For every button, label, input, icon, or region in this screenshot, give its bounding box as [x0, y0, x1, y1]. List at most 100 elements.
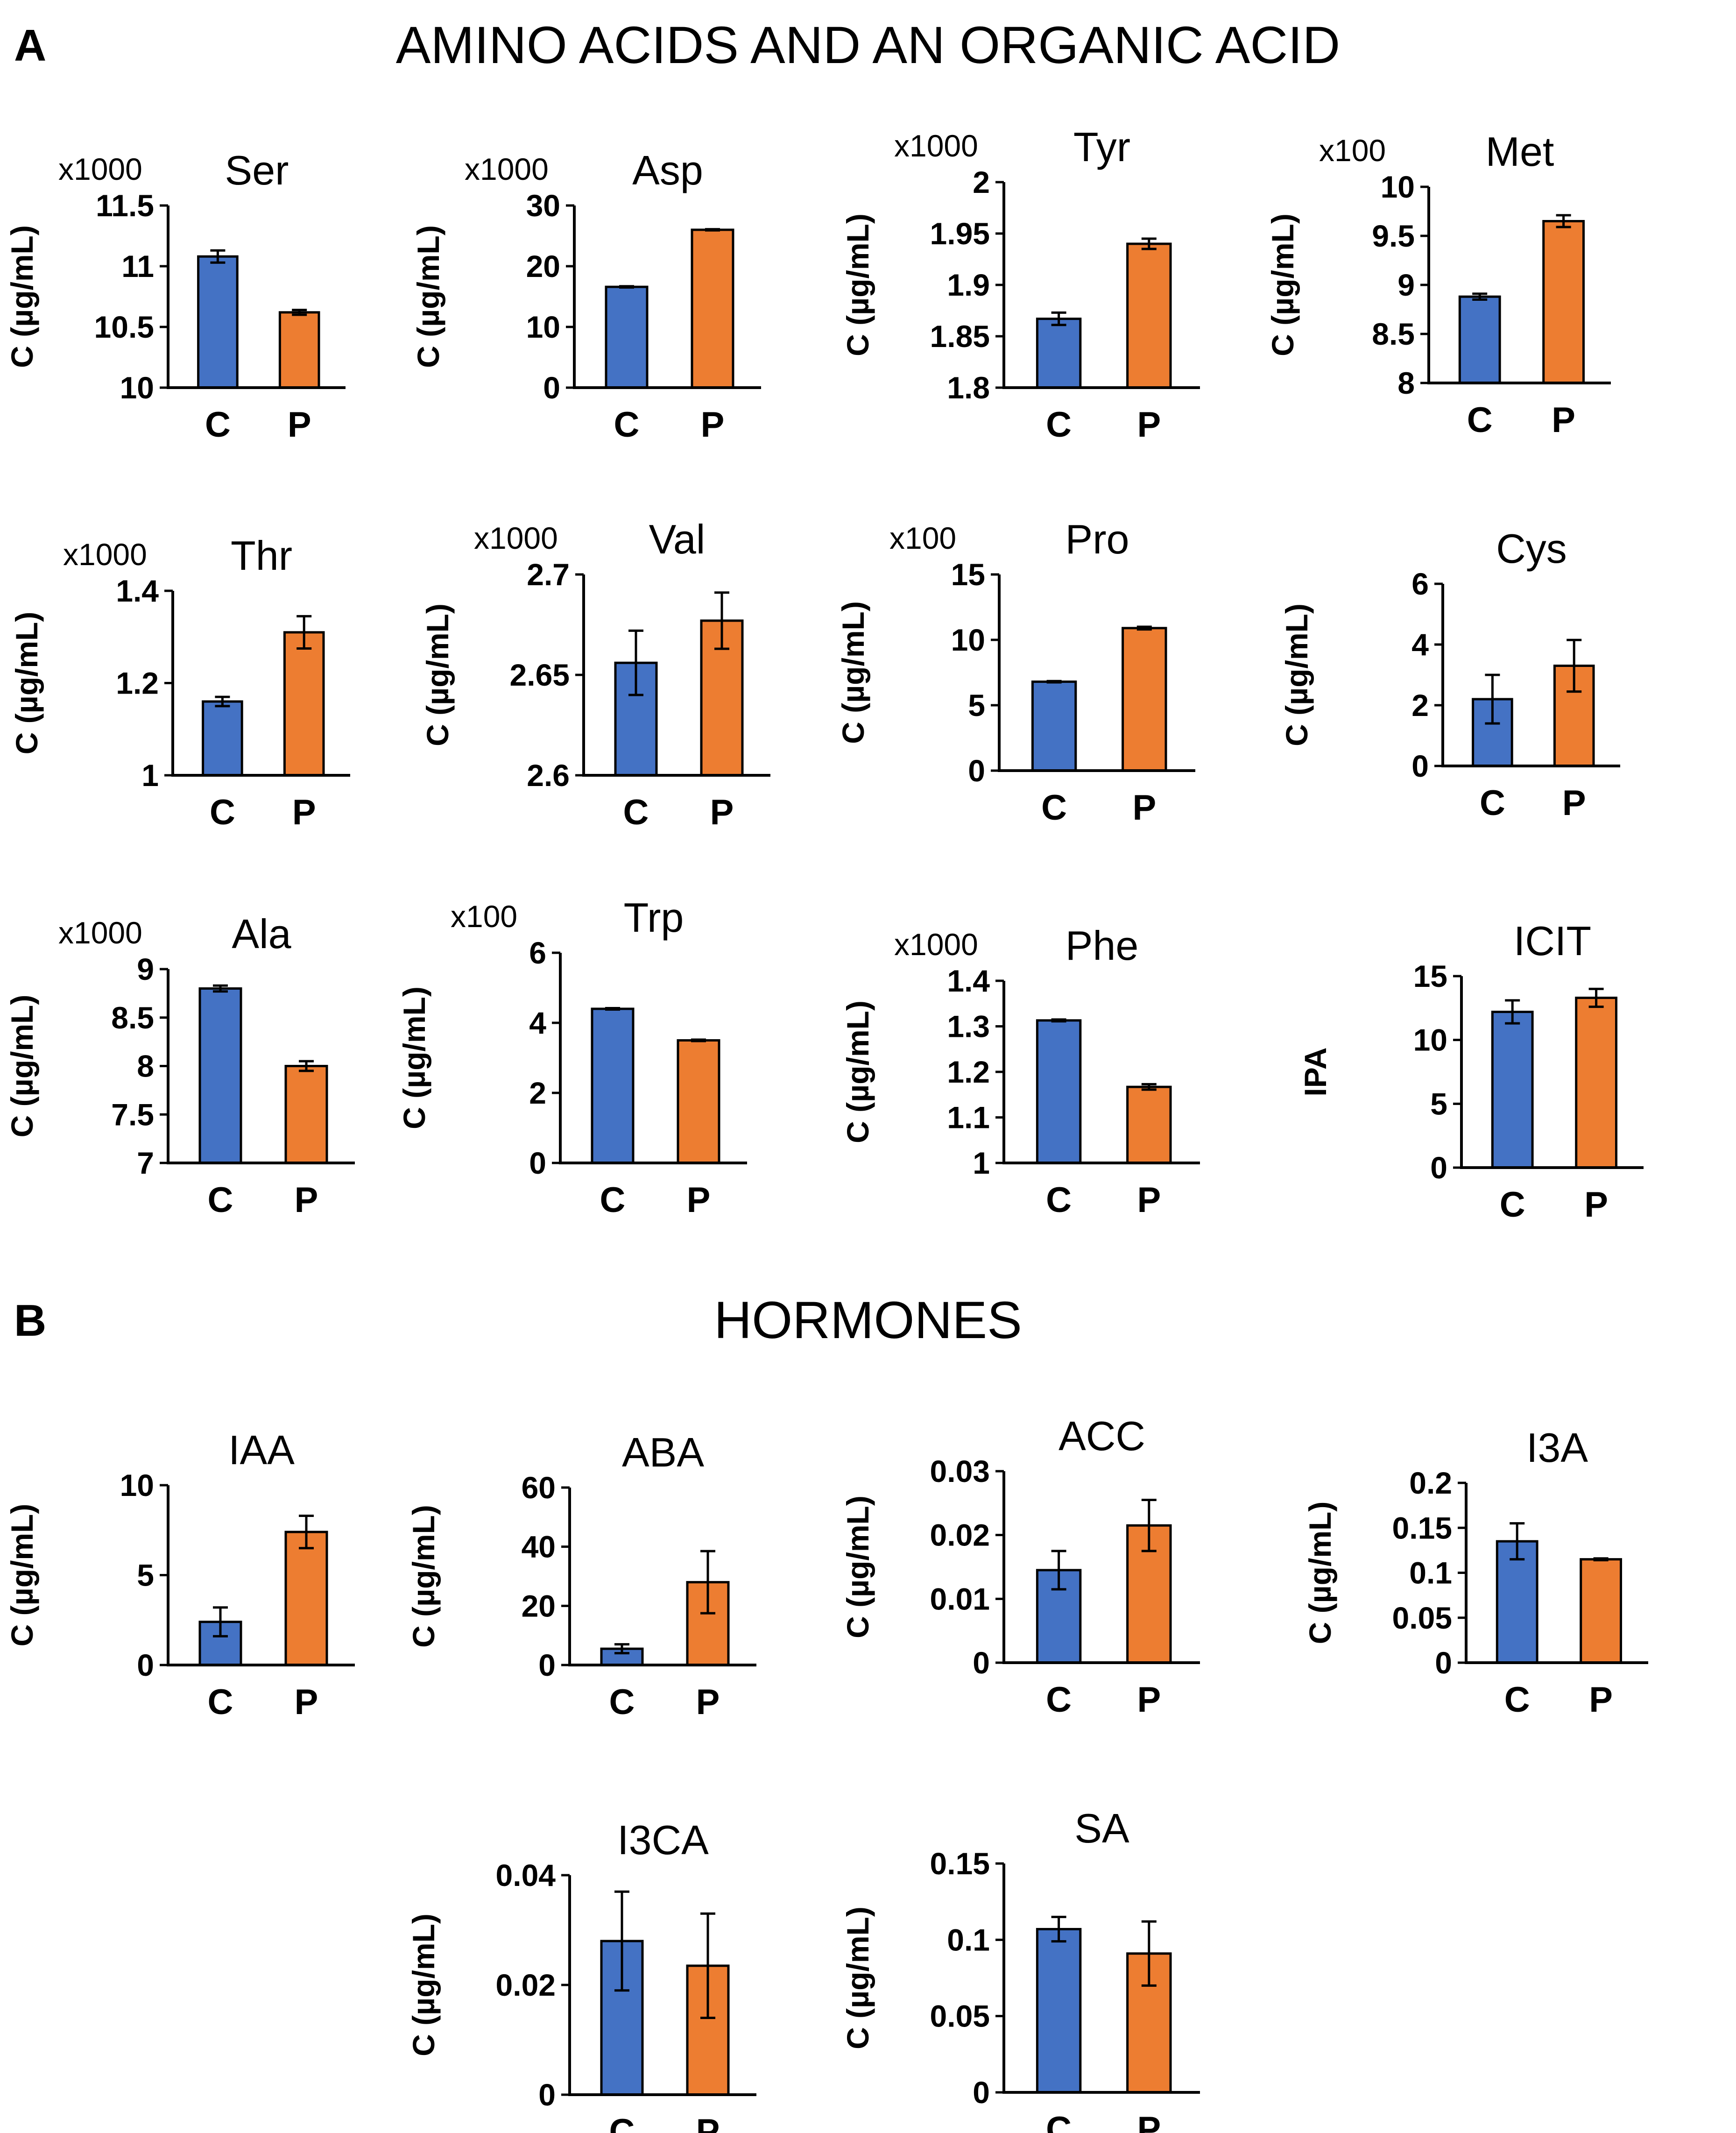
category-label-pro-p: P: [1132, 788, 1156, 828]
y-tick-label-i3a: 0.1: [1409, 1556, 1452, 1590]
y-tick-label-i3a: 0.15: [1392, 1510, 1452, 1545]
chart-title-ser: Ser: [225, 147, 289, 193]
chart-title-aba: ABA: [622, 1429, 704, 1475]
bar-thr-p: [283, 631, 325, 777]
y-tick-label-tyr: 1.85: [930, 319, 990, 354]
axes-phe: [1002, 981, 1200, 1164]
bar-thr-c: [202, 700, 243, 777]
error-bar-trp-p: [691, 1038, 706, 1042]
y-axis-label-iaa: C (µg/mL): [5, 1504, 39, 1647]
y-tick-label-phe: 1.4: [947, 964, 990, 998]
y-tick-label-icit: 0: [1430, 1150, 1447, 1185]
y-tick-label-acc: 0.01: [930, 1581, 990, 1616]
error-bar-pro-p: [1136, 625, 1152, 631]
error-bar-tyr-c: [1051, 311, 1066, 326]
y-tick-label-pro: 0: [968, 753, 985, 788]
axes-i3a: [1465, 1483, 1648, 1664]
y-tick-label-phe: 1.2: [947, 1055, 990, 1089]
category-label-icit-p: P: [1584, 1185, 1608, 1225]
y-tick-label-tyr: 1.9: [947, 268, 990, 302]
chart-title-thr: Thr: [231, 532, 292, 579]
category-label-phe-c: C: [1046, 1180, 1072, 1220]
y-tick-label-tyr: 2: [973, 165, 990, 199]
section-title-a: AMINO ACIDS AND AN ORGANIC ACID: [396, 16, 1341, 74]
chart-ser: Ser x1000 C (µg/mL) 10 10.5 11 11.5 C P: [5, 147, 346, 445]
category-label-cys-c: C: [1480, 783, 1505, 823]
axes-iaa: [167, 1485, 355, 1666]
chart-title-ala: Ala: [232, 911, 291, 957]
category-label-acc-p: P: [1137, 1680, 1161, 1720]
panel-letter-a: A: [14, 21, 46, 71]
multiplier-label-asp: x1000: [465, 152, 549, 186]
error-bar-thr-c: [215, 695, 230, 708]
y-axis-label-val: C (µg/mL): [420, 603, 455, 746]
chart-i3a: I3A C (µg/mL) 0 0.05 0.1 0.15 0.2 C P: [1303, 1424, 1648, 1720]
y-axis-label-phe: C (µg/mL): [840, 1000, 875, 1143]
error-bar-ser-p: [292, 309, 307, 316]
category-label-thr-p: P: [292, 793, 316, 832]
axes-asp: [573, 206, 761, 389]
error-bar-asp-c: [619, 285, 634, 289]
y-axis-label-pro: C (µg/mL): [836, 601, 870, 744]
chart-aba: ABA C (µg/mL) 0 20 40 60 C P: [406, 1429, 756, 1722]
y-axis-label-ala: C (µg/mL): [5, 995, 39, 1138]
y-tick-label-trp: 0: [529, 1146, 546, 1180]
chart-acc: ACC C (µg/mL) 0 0.01 0.02 0.03 C P: [840, 1413, 1200, 1720]
error-bar-aba-p: [700, 1550, 715, 1615]
bar-phe-c: [1036, 1019, 1082, 1164]
category-label-trp-c: C: [600, 1180, 626, 1220]
y-tick-label-ala: 9: [137, 952, 154, 986]
y-tick-label-cys: 6: [1411, 567, 1429, 601]
y-tick-label-pro: 10: [951, 623, 985, 657]
y-tick-label-i3ca: 0.02: [496, 1968, 556, 2002]
y-tick-label-icit: 5: [1430, 1086, 1447, 1121]
category-label-trp-p: P: [687, 1180, 711, 1220]
chart-ala: Ala x1000 C (µg/mL) 7 7.5 8 8.5 9 C P: [5, 911, 355, 1220]
multiplier-label-tyr: x1000: [894, 128, 978, 163]
y-tick-label-met: 8: [1397, 366, 1415, 400]
error-bar-ser-c: [210, 249, 226, 264]
bar-ser-c: [197, 255, 239, 389]
y-axis-label-trp: C (µg/mL): [397, 986, 431, 1129]
error-bar-icit-c: [1505, 999, 1520, 1025]
y-tick-label-val: 2.7: [527, 557, 570, 592]
bar-met-p: [1542, 220, 1585, 384]
category-label-sa-c: C: [1046, 2110, 1072, 2133]
y-tick-label-aba: 60: [522, 1470, 556, 1505]
y-tick-label-ser: 10: [120, 370, 154, 405]
chart-title-asp: Asp: [632, 147, 703, 193]
y-axis-label-tyr: C (µg/mL): [840, 213, 875, 356]
chart-title-phe: Phe: [1066, 922, 1139, 969]
chart-icit: ICIT IPA 0 5 10 15 C P: [1298, 918, 1644, 1225]
category-label-iaa-c: C: [208, 1682, 233, 1722]
error-bar-thr-p: [296, 615, 312, 650]
category-label-pro-c: C: [1041, 788, 1067, 828]
axes-ser: [167, 206, 346, 389]
category-label-asp-c: C: [614, 405, 640, 445]
multiplier-label-phe: x1000: [894, 927, 978, 962]
category-label-ala-c: C: [208, 1180, 233, 1220]
y-tick-label-aba: 0: [538, 1648, 556, 1682]
y-tick-label-acc: 0: [973, 1645, 990, 1680]
category-label-tyr-p: P: [1137, 405, 1161, 445]
y-tick-label-i3a: 0.05: [1392, 1601, 1452, 1635]
y-tick-label-cys: 2: [1411, 688, 1429, 723]
y-axis-label-sa: C (µg/mL): [840, 1906, 875, 2049]
error-bar-val-p: [714, 591, 729, 650]
error-bar-ala-p: [299, 1060, 314, 1072]
chart-title-tyr: Tyr: [1073, 124, 1130, 170]
y-tick-label-i3a: 0: [1435, 1645, 1452, 1680]
chart-iaa: IAA C (µg/mL) 0 5 10 C P: [5, 1427, 355, 1722]
error-bar-trp-c: [605, 1007, 620, 1011]
axes-sa: [1002, 1864, 1200, 2094]
chart-i3ca: I3CA C (µg/mL) 0 0.02 0.04 C P: [406, 1817, 756, 2133]
chart-val: Val x1000 C (µg/mL) 2.6 2.65 2.7 C P: [420, 516, 770, 832]
bar-pro-p: [1122, 627, 1167, 772]
error-bar-i3ca-c: [614, 1890, 629, 1992]
axes-val: [582, 574, 770, 777]
axes-ala: [167, 969, 355, 1164]
bar-icit-p: [1575, 996, 1617, 1169]
category-label-ala-p: P: [295, 1180, 318, 1220]
error-bar-i3a-p: [1593, 1557, 1609, 1562]
y-tick-label-met: 10: [1381, 170, 1415, 204]
